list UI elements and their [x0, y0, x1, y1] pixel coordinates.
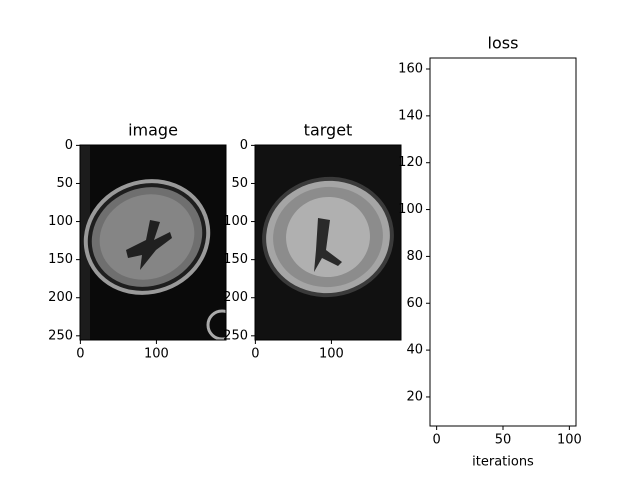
x-tick-label: 100	[319, 347, 344, 362]
y-tick-label: 100	[223, 214, 248, 229]
axes-frame	[429, 57, 577, 427]
y-tick-label: 0	[240, 138, 248, 153]
y-tick-label: 150	[48, 252, 73, 267]
y-tick-label: 40	[406, 343, 423, 358]
x-tick-label: 0	[76, 347, 84, 362]
axes-title: loss	[488, 34, 519, 53]
y-tick-label: 250	[48, 328, 73, 343]
x-tick-label: 0	[251, 347, 259, 362]
y-tick-label: 100	[48, 214, 73, 229]
x-tick-label: 100	[557, 433, 582, 448]
x-axis-label: iterations	[472, 455, 534, 470]
axes-frame	[79, 144, 227, 341]
y-tick-label: 60	[406, 296, 423, 311]
y-tick-label: 150	[223, 252, 248, 267]
x-tick-label: 50	[495, 433, 512, 448]
y-tick-label: 0	[65, 138, 73, 153]
x-tick-label: 100	[144, 347, 169, 362]
axes-title: target	[304, 121, 353, 140]
y-tick-label: 200	[223, 290, 248, 305]
y-tick-label: 120	[398, 155, 423, 170]
y-tick-label: 100	[398, 202, 423, 217]
y-tick-label: 250	[223, 328, 248, 343]
y-tick-label: 200	[48, 290, 73, 305]
y-tick-label: 50	[56, 176, 73, 191]
axes-title: image	[128, 121, 178, 140]
y-tick-label: 50	[231, 176, 248, 191]
x-tick-label: 0	[432, 433, 440, 448]
target-picture	[255, 145, 401, 340]
y-tick-label: 140	[398, 108, 423, 123]
y-tick-label: 80	[406, 249, 423, 264]
y-tick-label: 160	[398, 62, 423, 77]
axes-frame	[254, 144, 402, 341]
image-picture	[80, 145, 226, 340]
y-tick-label: 20	[406, 389, 423, 404]
